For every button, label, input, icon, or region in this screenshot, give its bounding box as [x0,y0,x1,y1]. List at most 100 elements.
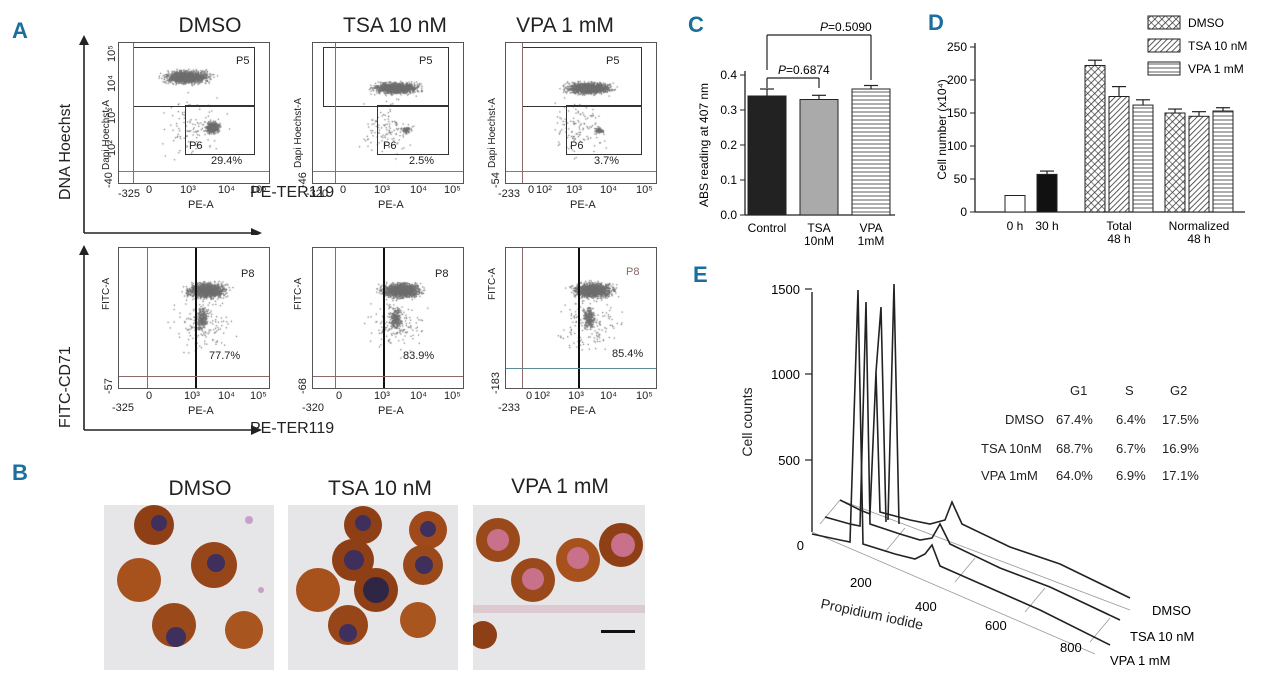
plot-ylabel: Dapi Hoechst-A [487,97,498,168]
e-series-label: DMSO [1152,603,1191,618]
d-bar [1164,112,1186,213]
e-ytick: 0 [797,538,804,553]
flow-plot-tsa-cd71: P8 83.9% [312,247,464,389]
e-td: 68.7% [1056,441,1093,456]
d-bar [1188,115,1210,213]
plot-ylabel: Dapi Hoechst-A [293,97,304,168]
c-ytick-label: 0.4 [720,68,737,82]
e-th: G1 [1070,383,1087,398]
e-th: S [1125,383,1134,398]
ymin-tick: -54 [490,172,502,188]
threshold-line [119,376,269,377]
xtick: 10⁴ [218,390,235,402]
e-td: DMSO [1005,412,1044,427]
xtick: 0 [146,390,153,402]
xtick: 10⁴ [600,184,617,196]
c-bar [851,88,891,216]
d-ytick-label: 200 [947,73,967,87]
gate-label-p8: P8 [241,268,255,280]
d-group-label: Total [1106,219,1131,233]
xmin-tick: -325 [112,402,135,414]
e-peak-tsa [875,306,887,523]
condition-tsa: TSA 10 nM [343,14,447,37]
plot-ylabel: FITC-A [293,277,304,310]
xtick: 10⁵ [636,184,653,196]
percent-label: 3.7% [594,155,620,167]
c-pvalue-2: P=0.5090 [820,20,872,34]
zero-line [522,248,523,388]
e-xlabel: Propidium iodide [819,595,925,632]
plot-xlabel: PE-A [570,199,596,211]
e-series-vpa [811,289,1111,646]
gate-p6 [185,105,255,155]
flow-plot-vpa-cd71: P8 85.4% [505,247,657,389]
d-group-label: 30 h [1035,219,1058,233]
xtick: 10⁴ [600,390,617,402]
plot-xlabel: PE-A [188,405,214,417]
e-series-tsa [824,301,1121,621]
xtick: 10³ [568,390,584,402]
x-axis-pe-ter119-bottom: PE-TER119 [250,420,335,437]
y-axis-fitc-cd71: FITC-CD71 [57,346,74,428]
plot-xlabel: PE-A [188,199,214,211]
d-legend-label: VPA 1 mM [1188,62,1244,76]
e-td: 6.4% [1116,412,1146,427]
ymin-tick: -57 [103,378,115,394]
gate-p6 [377,105,449,155]
panel-letter-d: D [928,10,944,35]
scatter-dots [119,43,269,183]
xmin-tick: -320 [302,402,325,414]
xtick: 10⁵ [636,390,653,402]
plot-ylabel: FITC-A [101,277,112,310]
plot-xlabel: PE-A [570,405,596,417]
scatter-dots [506,248,656,388]
d-legend-swatch [1147,38,1181,53]
xtick: 0 [526,390,533,402]
d-group-label: 48 h [1187,232,1210,246]
d-legend-swatch [1147,61,1181,76]
xtick: 10³ [184,390,200,402]
d-ytick-label: 250 [947,40,967,54]
xmin-tick: -320 [306,188,329,200]
xmin-tick: -325 [118,188,141,200]
c-ylabel: ABS reading at 407 nm [697,83,711,207]
d-ytick-label: 50 [954,172,968,186]
d-legend-label: TSA 10 nM [1188,39,1247,53]
c-bar [747,95,787,216]
c-category-label: 1mM [858,234,885,245]
xtick: 10⁴ [410,390,427,402]
gate-p5 [522,47,642,107]
cells-image [473,518,645,649]
xtick: 10⁵ [444,390,461,402]
c-category-label: Control [748,221,787,235]
panel-b-condition-tsa: TSA 10 nM [328,477,432,500]
e-series-label: TSA 10 nM [1130,629,1194,644]
d-ylabel: Cell number (x10⁴) [935,79,949,180]
xtick: 0 [528,184,535,196]
xtick: 10⁵ [444,184,461,196]
d-ytick-label: 150 [947,106,967,120]
zero-line [335,248,336,388]
scatter-dots [119,248,269,388]
e-td: 64.0% [1056,468,1093,483]
ymin-tick: -183 [490,371,502,394]
e-xtick: 400 [915,599,937,614]
flow-plot-dmso-cd71: P8 77.7% [118,247,270,389]
gate-label-p5: P5 [236,55,250,67]
c-category-label: VPA [859,221,882,235]
gate-label-p5: P5 [606,55,620,67]
condition-dmso: DMSO [178,14,242,37]
xtick: 10² [534,390,550,402]
xtick: 10⁴ [410,184,427,196]
gate-p6 [566,105,642,155]
scatter-dots [313,248,463,388]
scatter-dots [506,43,656,183]
percent-label: 77.7% [209,350,241,362]
e-stats-table: G1 S G2 DMSO 67.4% 6.4% 17.5% TSA 10nM 6… [981,383,1199,483]
zero-line [133,43,134,183]
e-xtick: 200 [850,575,872,590]
d-ytick-label: 0 [960,205,967,219]
xtick: 10³ [374,390,390,402]
c-ytick-label: 0.3 [720,103,737,117]
ymin-tick: -46 [297,172,309,188]
